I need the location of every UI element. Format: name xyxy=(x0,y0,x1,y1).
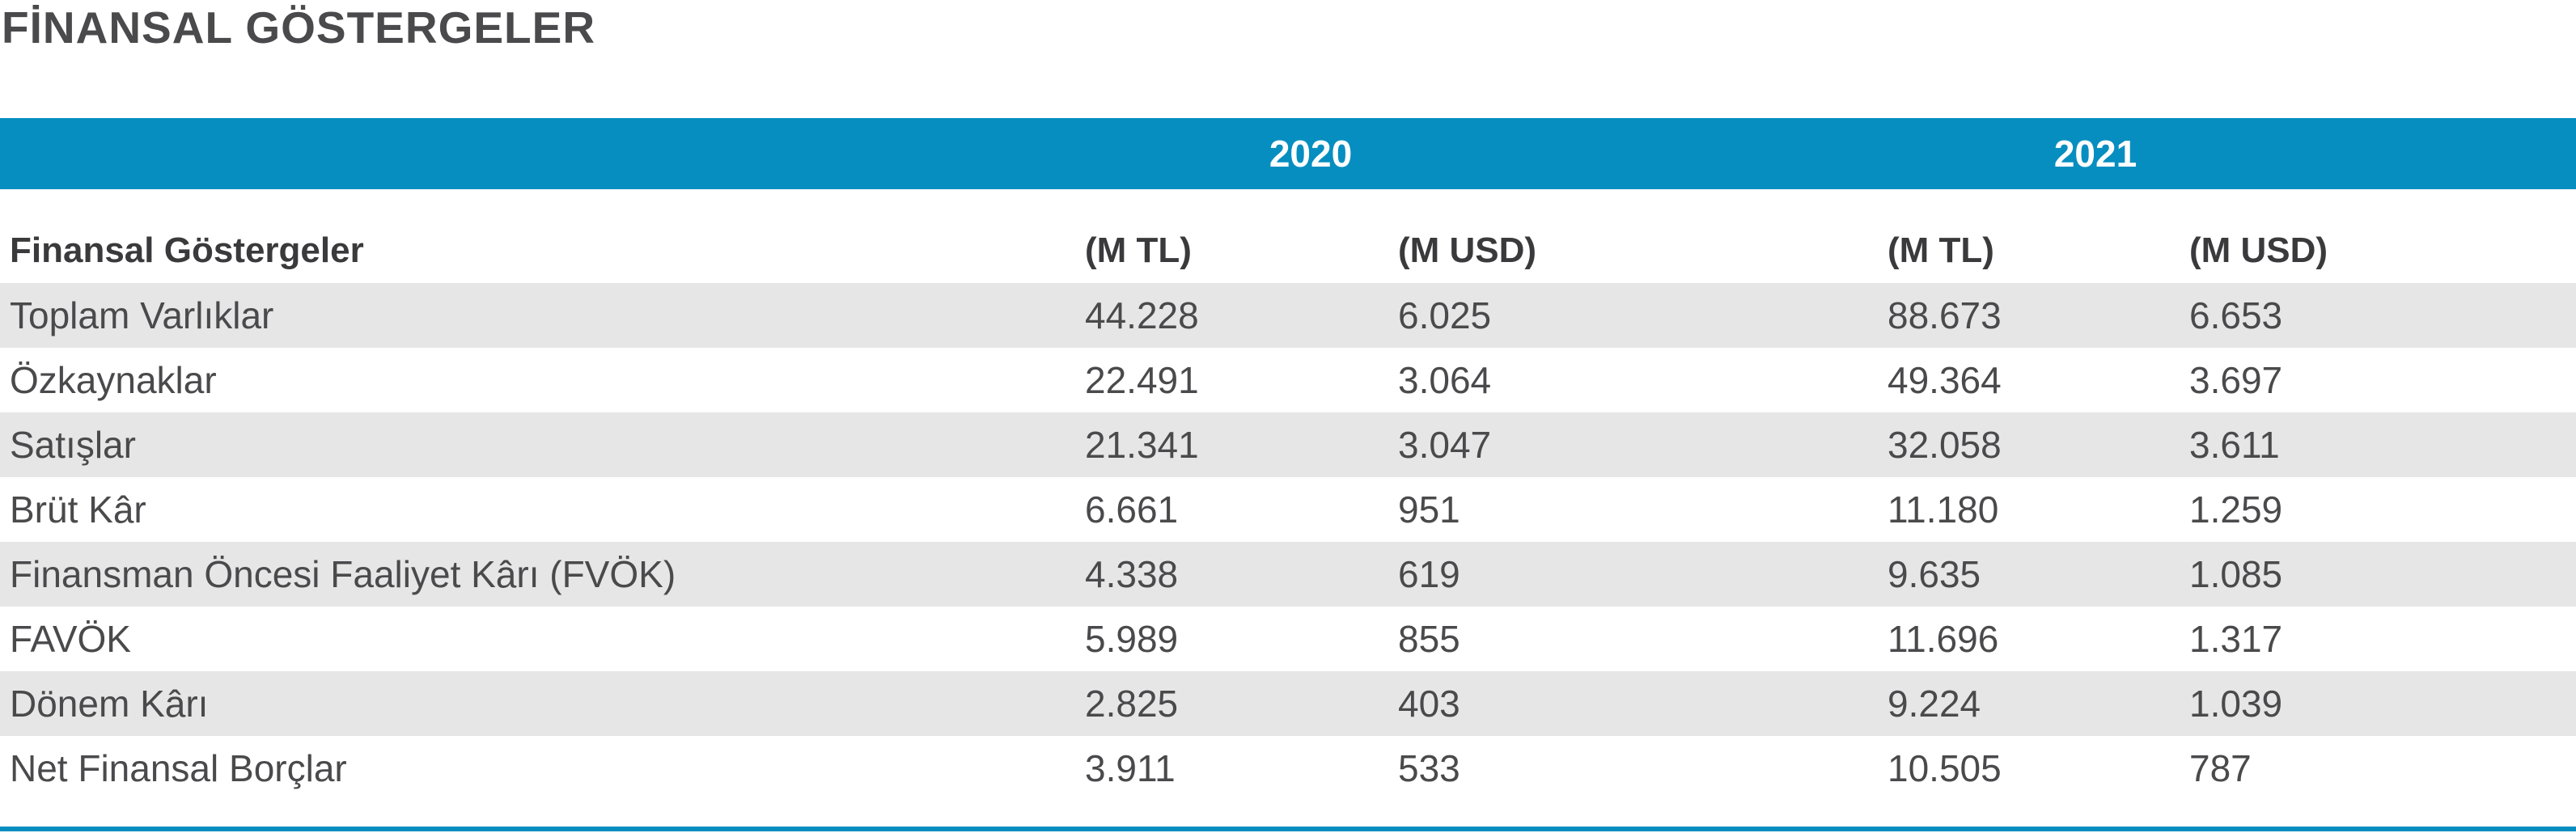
data-table-body: Toplam Varlıklar 44.228 6.025 88.673 6.6… xyxy=(0,283,2576,801)
value-tl-2021: 10.505 xyxy=(1888,747,2002,789)
value-usd-2020: 3.064 xyxy=(1398,359,1492,401)
value-tl-2021: 32.058 xyxy=(1888,424,2002,466)
value-tl-2021: 11.180 xyxy=(1888,488,1999,531)
value-usd-2021: 787 xyxy=(2189,747,2252,789)
table-row: Satışlar 21.341 3.047 32.058 3.611 xyxy=(0,412,2576,477)
table-row: Özkaynaklar 22.491 3.064 49.364 3.697 xyxy=(0,348,2576,412)
column-header-tl-2020: (M TL) xyxy=(1085,230,1192,270)
row-label: Finansman Öncesi Faaliyet Kârı (FVÖK) xyxy=(10,553,676,595)
row-label: Net Finansal Borçlar xyxy=(10,747,347,789)
year-2020-label: 2020 xyxy=(1269,133,1353,175)
value-tl-2021: 88.673 xyxy=(1888,294,2002,336)
value-usd-2021: 3.697 xyxy=(2189,359,2283,401)
value-usd-2021: 3.611 xyxy=(2189,424,2280,466)
row-label: Özkaynaklar xyxy=(10,359,217,401)
table-row: Brüt Kâr 6.661 951 11.180 1.259 xyxy=(0,477,2576,542)
table-row: Toplam Varlıklar 44.228 6.025 88.673 6.6… xyxy=(0,283,2576,348)
row-label: FAVÖK xyxy=(10,618,131,660)
value-tl-2021: 11.696 xyxy=(1888,618,1999,660)
value-usd-2020: 951 xyxy=(1398,488,1460,531)
value-tl-2020: 22.491 xyxy=(1085,359,1199,401)
column-header-indicator: Finansal Göstergeler xyxy=(10,230,364,270)
value-usd-2020: 403 xyxy=(1398,683,1460,725)
value-usd-2020: 619 xyxy=(1398,553,1460,595)
column-header-tl-2021: (M TL) xyxy=(1888,230,1994,270)
value-tl-2020: 4.338 xyxy=(1085,553,1179,595)
table-row: Net Finansal Borçlar 3.911 533 10.505 78… xyxy=(0,736,2576,801)
year-header-band: 2020 2021 xyxy=(0,118,2576,189)
value-tl-2021: 49.364 xyxy=(1888,359,2002,401)
value-tl-2020: 3.911 xyxy=(1085,747,1176,789)
value-tl-2021: 9.224 xyxy=(1888,683,1981,725)
value-usd-2021: 1.259 xyxy=(2189,488,2283,531)
value-usd-2021: 1.039 xyxy=(2189,683,2283,725)
row-label: Satışlar xyxy=(10,424,136,466)
page-title: FİNANSAL GÖSTERGELER xyxy=(2,2,596,53)
row-label: Brüt Kâr xyxy=(10,488,146,531)
value-tl-2020: 2.825 xyxy=(1085,683,1179,725)
column-header-usd-2021: (M USD) xyxy=(2189,230,2328,270)
value-usd-2020: 855 xyxy=(1398,618,1460,660)
column-header-usd-2020: (M USD) xyxy=(1398,230,1537,270)
value-usd-2020: 533 xyxy=(1398,747,1460,789)
bottom-divider xyxy=(0,827,2576,831)
table-row: Dönem Kârı 2.825 403 9.224 1.039 xyxy=(0,671,2576,736)
row-label: Toplam Varlıklar xyxy=(10,294,274,336)
value-tl-2020: 6.661 xyxy=(1085,488,1179,531)
value-usd-2020: 6.025 xyxy=(1398,294,1492,336)
value-usd-2020: 3.047 xyxy=(1398,424,1492,466)
value-usd-2021: 1.317 xyxy=(2189,618,2283,660)
value-tl-2020: 21.341 xyxy=(1085,424,1199,466)
year-2021-label: 2021 xyxy=(2053,133,2137,175)
row-label: Dönem Kârı xyxy=(10,683,209,725)
value-tl-2021: 9.635 xyxy=(1888,553,1981,595)
table-row: FAVÖK 5.989 855 11.696 1.317 xyxy=(0,607,2576,671)
value-tl-2020: 44.228 xyxy=(1085,294,1199,336)
value-usd-2021: 1.085 xyxy=(2189,553,2283,595)
value-tl-2020: 5.989 xyxy=(1085,618,1179,660)
value-usd-2021: 6.653 xyxy=(2189,294,2283,336)
column-header-row: Finansal Göstergeler (M TL) (M USD) (M T… xyxy=(0,218,2576,283)
table-row: Finansman Öncesi Faaliyet Kârı (FVÖK) 4.… xyxy=(0,542,2576,607)
